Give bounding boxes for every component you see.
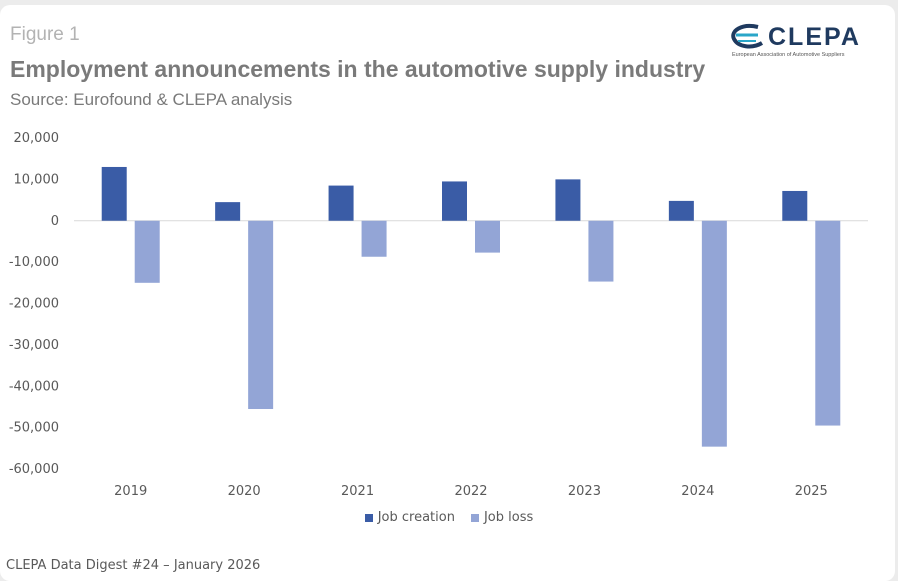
y-tick-label: -50,000 [9, 421, 59, 436]
clepa-logo-mark-icon [731, 24, 764, 49]
figure-label: Figure 1 [10, 24, 80, 45]
job-creation-bar-2020 [215, 202, 241, 221]
legend-item-job-loss: Job loss [470, 510, 534, 525]
job-loss-bar-2020 [248, 220, 274, 410]
footer-caption: CLEPA Data Digest #24 – January 2026 [6, 558, 261, 573]
logo-tagline: European Association of Automotive Suppl… [732, 52, 845, 58]
job-creation-bar-2019 [101, 166, 127, 221]
legend-swatch [470, 513, 479, 522]
job-creation-bar-2024 [668, 200, 694, 221]
y-tick-label: -10,000 [9, 255, 59, 270]
y-tick-label: -20,000 [9, 297, 59, 312]
chart-subtitle: Source: Eurofound & CLEPA analysis [10, 90, 293, 109]
x-tick-label-2023: 2023 [568, 484, 601, 499]
chart-card: Figure 1 Employment announcements in the… [0, 5, 895, 581]
x-tick-label-2021: 2021 [341, 484, 374, 499]
job-loss-bar-2023 [588, 220, 614, 282]
bar-chart: 20,000 10,000 0 -10,000 -20,000 -30,000 -40,00… [9, 131, 868, 499]
job-loss-bar-2021 [361, 220, 387, 257]
job-loss-bar-2025 [815, 220, 841, 426]
x-tick-label-2024: 2024 [681, 484, 714, 499]
legend-label: Job creation [377, 510, 455, 525]
y-tick-label: -40,000 [9, 379, 59, 394]
legend-label: Job loss [483, 510, 534, 525]
chart-legend: Job creation Job loss [0, 510, 898, 525]
clepa-logo: CLEPA European Association of Automotive… [728, 23, 878, 63]
job-loss-bar-2024 [701, 220, 727, 447]
job-creation-bar-2021 [328, 185, 354, 221]
y-tick-label: 20,000 [14, 131, 60, 146]
x-tick-label-2022: 2022 [454, 484, 487, 499]
y-tick-label: 0 [51, 214, 59, 229]
chart-title: Employment announcements in the automoti… [10, 56, 706, 82]
x-tick-label-2019: 2019 [114, 484, 147, 499]
job-loss-bar-2022 [475, 220, 500, 253]
logo-text: CLEPA [768, 23, 861, 51]
legend-item-job-creation: Job creation [364, 510, 455, 525]
job-creation-bar-2023 [555, 179, 581, 221]
y-tick-label: -30,000 [9, 338, 59, 353]
legend-swatch [364, 513, 373, 522]
y-tick-label: 10,000 [14, 172, 60, 187]
job-creation-bar-2025 [782, 190, 808, 221]
x-tick-label-2020: 2020 [228, 484, 261, 499]
x-tick-label-2025: 2025 [795, 484, 828, 499]
y-tick-label: -60,000 [9, 462, 59, 477]
job-creation-bar-2022 [442, 181, 467, 221]
job-loss-bar-2019 [134, 220, 160, 283]
